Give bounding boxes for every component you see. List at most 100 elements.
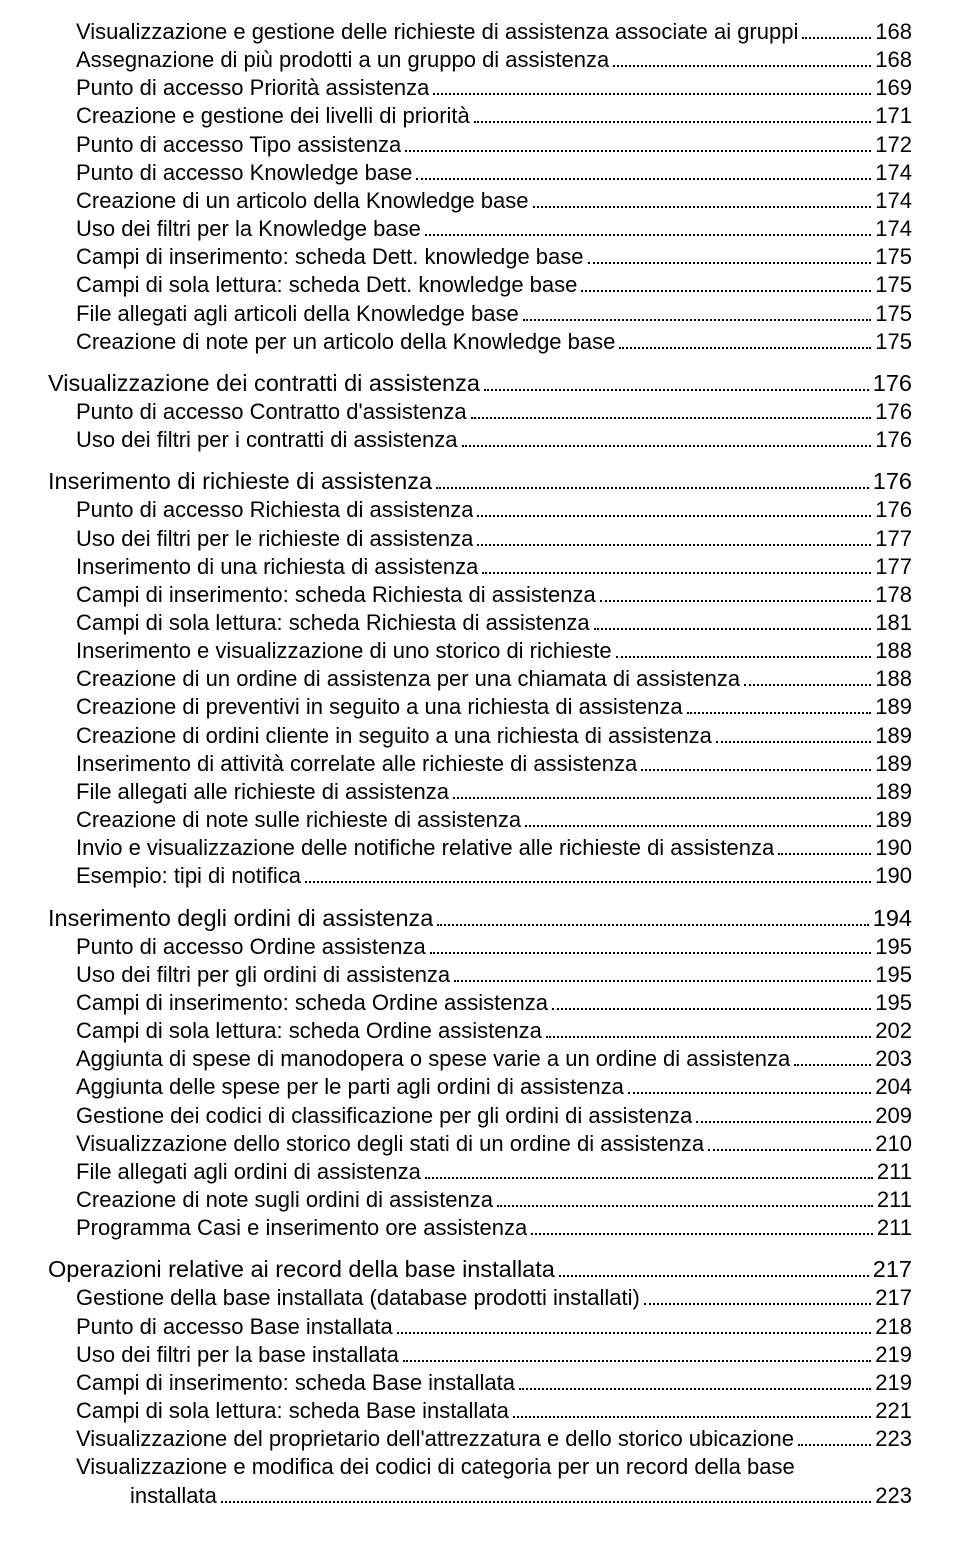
- toc-leader: [405, 131, 871, 152]
- toc-entry[interactable]: Aggiunta delle spese per le parti agli o…: [48, 1073, 912, 1101]
- toc-entry[interactable]: Punto di accesso Tipo assistenza172: [48, 131, 912, 159]
- toc-leader: [802, 18, 871, 39]
- toc-entry[interactable]: Aggiunta di spese di manodopera o spese …: [48, 1045, 912, 1073]
- toc-entry-label: Visualizzazione dei contratti di assiste…: [48, 368, 480, 398]
- toc-entry[interactable]: Campi di sola lettura: scheda Richiesta …: [48, 609, 912, 637]
- toc-entry-page: 174: [875, 159, 912, 187]
- toc-entry[interactable]: Inserimento e visualizzazione di uno sto…: [48, 637, 912, 665]
- toc-entry[interactable]: Programma Casi e inserimento ore assiste…: [48, 1214, 912, 1242]
- toc-entry[interactable]: File allegati agli ordini di assistenza2…: [48, 1158, 912, 1186]
- toc-entry[interactable]: Esempio: tipi di notifica190: [48, 862, 912, 890]
- toc-entry-page: 176: [875, 398, 912, 426]
- toc-entry-label: Creazione di preventivi in seguito a una…: [76, 693, 683, 721]
- toc-entry[interactable]: Creazione di note sugli ordini di assist…: [48, 1186, 912, 1214]
- toc-leader: [613, 46, 871, 67]
- toc-entry-label: Visualizzazione del proprietario dell'at…: [76, 1425, 794, 1453]
- toc-leader: [546, 1017, 871, 1038]
- toc-entry[interactable]: Campi di sola lettura: scheda Ordine ass…: [48, 1017, 912, 1045]
- toc-entry[interactable]: Visualizzazione del proprietario dell'at…: [48, 1425, 912, 1453]
- toc-entry-label: Uso dei filtri per i contratti di assist…: [76, 426, 458, 454]
- toc-entry[interactable]: Punto di accesso Ordine assistenza195: [48, 933, 912, 961]
- toc-entry-page: 171: [875, 102, 912, 130]
- toc-entry-label: Aggiunta delle spese per le parti agli o…: [76, 1073, 624, 1101]
- toc-entry[interactable]: Visualizzazione e modifica dei codici di…: [48, 1453, 912, 1481]
- toc-leader: [397, 1313, 872, 1334]
- toc-entry-page: 195: [875, 933, 912, 961]
- toc-entry-label: Aggiunta di spese di manodopera o spese …: [76, 1045, 790, 1073]
- toc-entry-page: 194: [873, 903, 912, 933]
- toc-entry-page: 177: [875, 553, 912, 581]
- toc-entry-page: 211: [877, 1158, 912, 1186]
- toc-entry[interactable]: Creazione di un articolo della Knowledge…: [48, 187, 912, 215]
- toc-entry[interactable]: Campi di inserimento: scheda Base instal…: [48, 1369, 912, 1397]
- toc-leader: [482, 553, 871, 574]
- toc-entry-page: 211: [877, 1186, 912, 1214]
- toc-entry[interactable]: Campi di inserimento: scheda Ordine assi…: [48, 989, 912, 1017]
- toc-entry-label: File allegati alle richieste di assisten…: [76, 778, 449, 806]
- toc-entry-page: 204: [875, 1073, 912, 1101]
- toc-leader: [716, 722, 871, 743]
- toc-leader: [559, 1255, 869, 1277]
- toc-entry[interactable]: Creazione di un ordine di assistenza per…: [48, 665, 912, 693]
- toc-entry[interactable]: Punto di accesso Priorità assistenza169: [48, 74, 912, 102]
- toc-entry-page: 195: [875, 989, 912, 1017]
- toc-entry[interactable]: Gestione dei codici di classificazione p…: [48, 1102, 912, 1130]
- toc-entry[interactable]: Uso dei filtri per la base installata219: [48, 1341, 912, 1369]
- toc-leader: [430, 933, 872, 954]
- toc-entry[interactable]: Punto di accesso Knowledge base174: [48, 159, 912, 187]
- toc-entry[interactable]: Campi di sola lettura: scheda Base insta…: [48, 1397, 912, 1425]
- toc-entry[interactable]: Creazione di preventivi in seguito a una…: [48, 693, 912, 721]
- toc-entry[interactable]: Inserimento di una richiesta di assisten…: [48, 553, 912, 581]
- toc-leader: [416, 159, 871, 180]
- toc-entry-label: Creazione di note per un articolo della …: [76, 328, 615, 356]
- toc-leader: [477, 525, 871, 546]
- toc-entry-label: Uso dei filtri per la base installata: [76, 1341, 399, 1369]
- toc-entry-label: Punto di accesso Richiesta di assistenza: [76, 496, 473, 524]
- toc-entry[interactable]: File allegati alle richieste di assisten…: [48, 778, 912, 806]
- toc-entry-page: 221: [875, 1397, 912, 1425]
- toc-entry-page: 177: [875, 525, 912, 553]
- toc-entry[interactable]: Uso dei filtri per gli ordini di assiste…: [48, 961, 912, 989]
- toc-entry[interactable]: Assegnazione di più prodotti a un gruppo…: [48, 46, 912, 74]
- toc-entry-label: Punto di accesso Priorità assistenza: [76, 74, 429, 102]
- toc-entry-label: Creazione di ordini cliente in seguito a…: [76, 722, 712, 750]
- toc-entry[interactable]: Uso dei filtri per i contratti di assist…: [48, 426, 912, 454]
- toc-entry-label: Creazione di note sugli ordini di assist…: [76, 1186, 493, 1214]
- toc-leader: [221, 1482, 871, 1503]
- toc-entry[interactable]: Inserimento di richieste di assistenza17…: [48, 466, 912, 496]
- toc-entry[interactable]: Visualizzazione dei contratti di assiste…: [48, 368, 912, 398]
- toc-entry[interactable]: Creazione di ordini cliente in seguito a…: [48, 722, 912, 750]
- toc-entry-label-continuation: installata: [130, 1482, 217, 1510]
- toc-leader: [696, 1102, 871, 1123]
- toc-entry[interactable]: Invio e visualizzazione delle notifiche …: [48, 834, 912, 862]
- toc-entry-page: 195: [875, 961, 912, 989]
- toc-entry[interactable]: Inserimento degli ordini di assistenza19…: [48, 903, 912, 933]
- toc-page: Visualizzazione e gestione delle richies…: [0, 0, 960, 1550]
- toc-entry-continuation[interactable]: installata223: [48, 1482, 912, 1510]
- toc-entry[interactable]: Punto di accesso Base installata218: [48, 1313, 912, 1341]
- toc-leader: [454, 961, 871, 982]
- toc-leader: [453, 778, 871, 799]
- toc-entry[interactable]: Creazione e gestione dei livelli di prio…: [48, 102, 912, 130]
- toc-entry-label: File allegati agli articoli della Knowle…: [76, 300, 519, 328]
- toc-leader: [594, 609, 872, 630]
- toc-entry-label: Uso dei filtri per le richieste di assis…: [76, 525, 473, 553]
- toc-entry[interactable]: Creazione di note per un articolo della …: [48, 328, 912, 356]
- toc-entry[interactable]: Uso dei filtri per le richieste di assis…: [48, 525, 912, 553]
- toc-leader: [533, 187, 872, 208]
- toc-entry[interactable]: Campi di sola lettura: scheda Dett. know…: [48, 271, 912, 299]
- toc-entry[interactable]: Creazione di note sulle richieste di ass…: [48, 806, 912, 834]
- toc-entry[interactable]: Visualizzazione e gestione delle richies…: [48, 18, 912, 46]
- toc-entry[interactable]: Punto di accesso Contratto d'assistenza1…: [48, 398, 912, 426]
- toc-entry[interactable]: File allegati agli articoli della Knowle…: [48, 300, 912, 328]
- toc-leader: [519, 1369, 871, 1390]
- toc-entry[interactable]: Uso dei filtri per la Knowledge base174: [48, 215, 912, 243]
- toc-entry[interactable]: Operazioni relative ai record della base…: [48, 1254, 912, 1284]
- toc-entry[interactable]: Campi di inserimento: scheda Dett. knowl…: [48, 243, 912, 271]
- toc-entry[interactable]: Punto di accesso Richiesta di assistenza…: [48, 496, 912, 524]
- toc-entry[interactable]: Visualizzazione dello storico degli stat…: [48, 1130, 912, 1158]
- toc-entry-label: Campi di inserimento: scheda Dett. knowl…: [76, 243, 584, 271]
- toc-entry[interactable]: Campi di inserimento: scheda Richiesta d…: [48, 581, 912, 609]
- toc-entry[interactable]: Inserimento di attività correlate alle r…: [48, 750, 912, 778]
- toc-entry[interactable]: Gestione della base installata (database…: [48, 1284, 912, 1312]
